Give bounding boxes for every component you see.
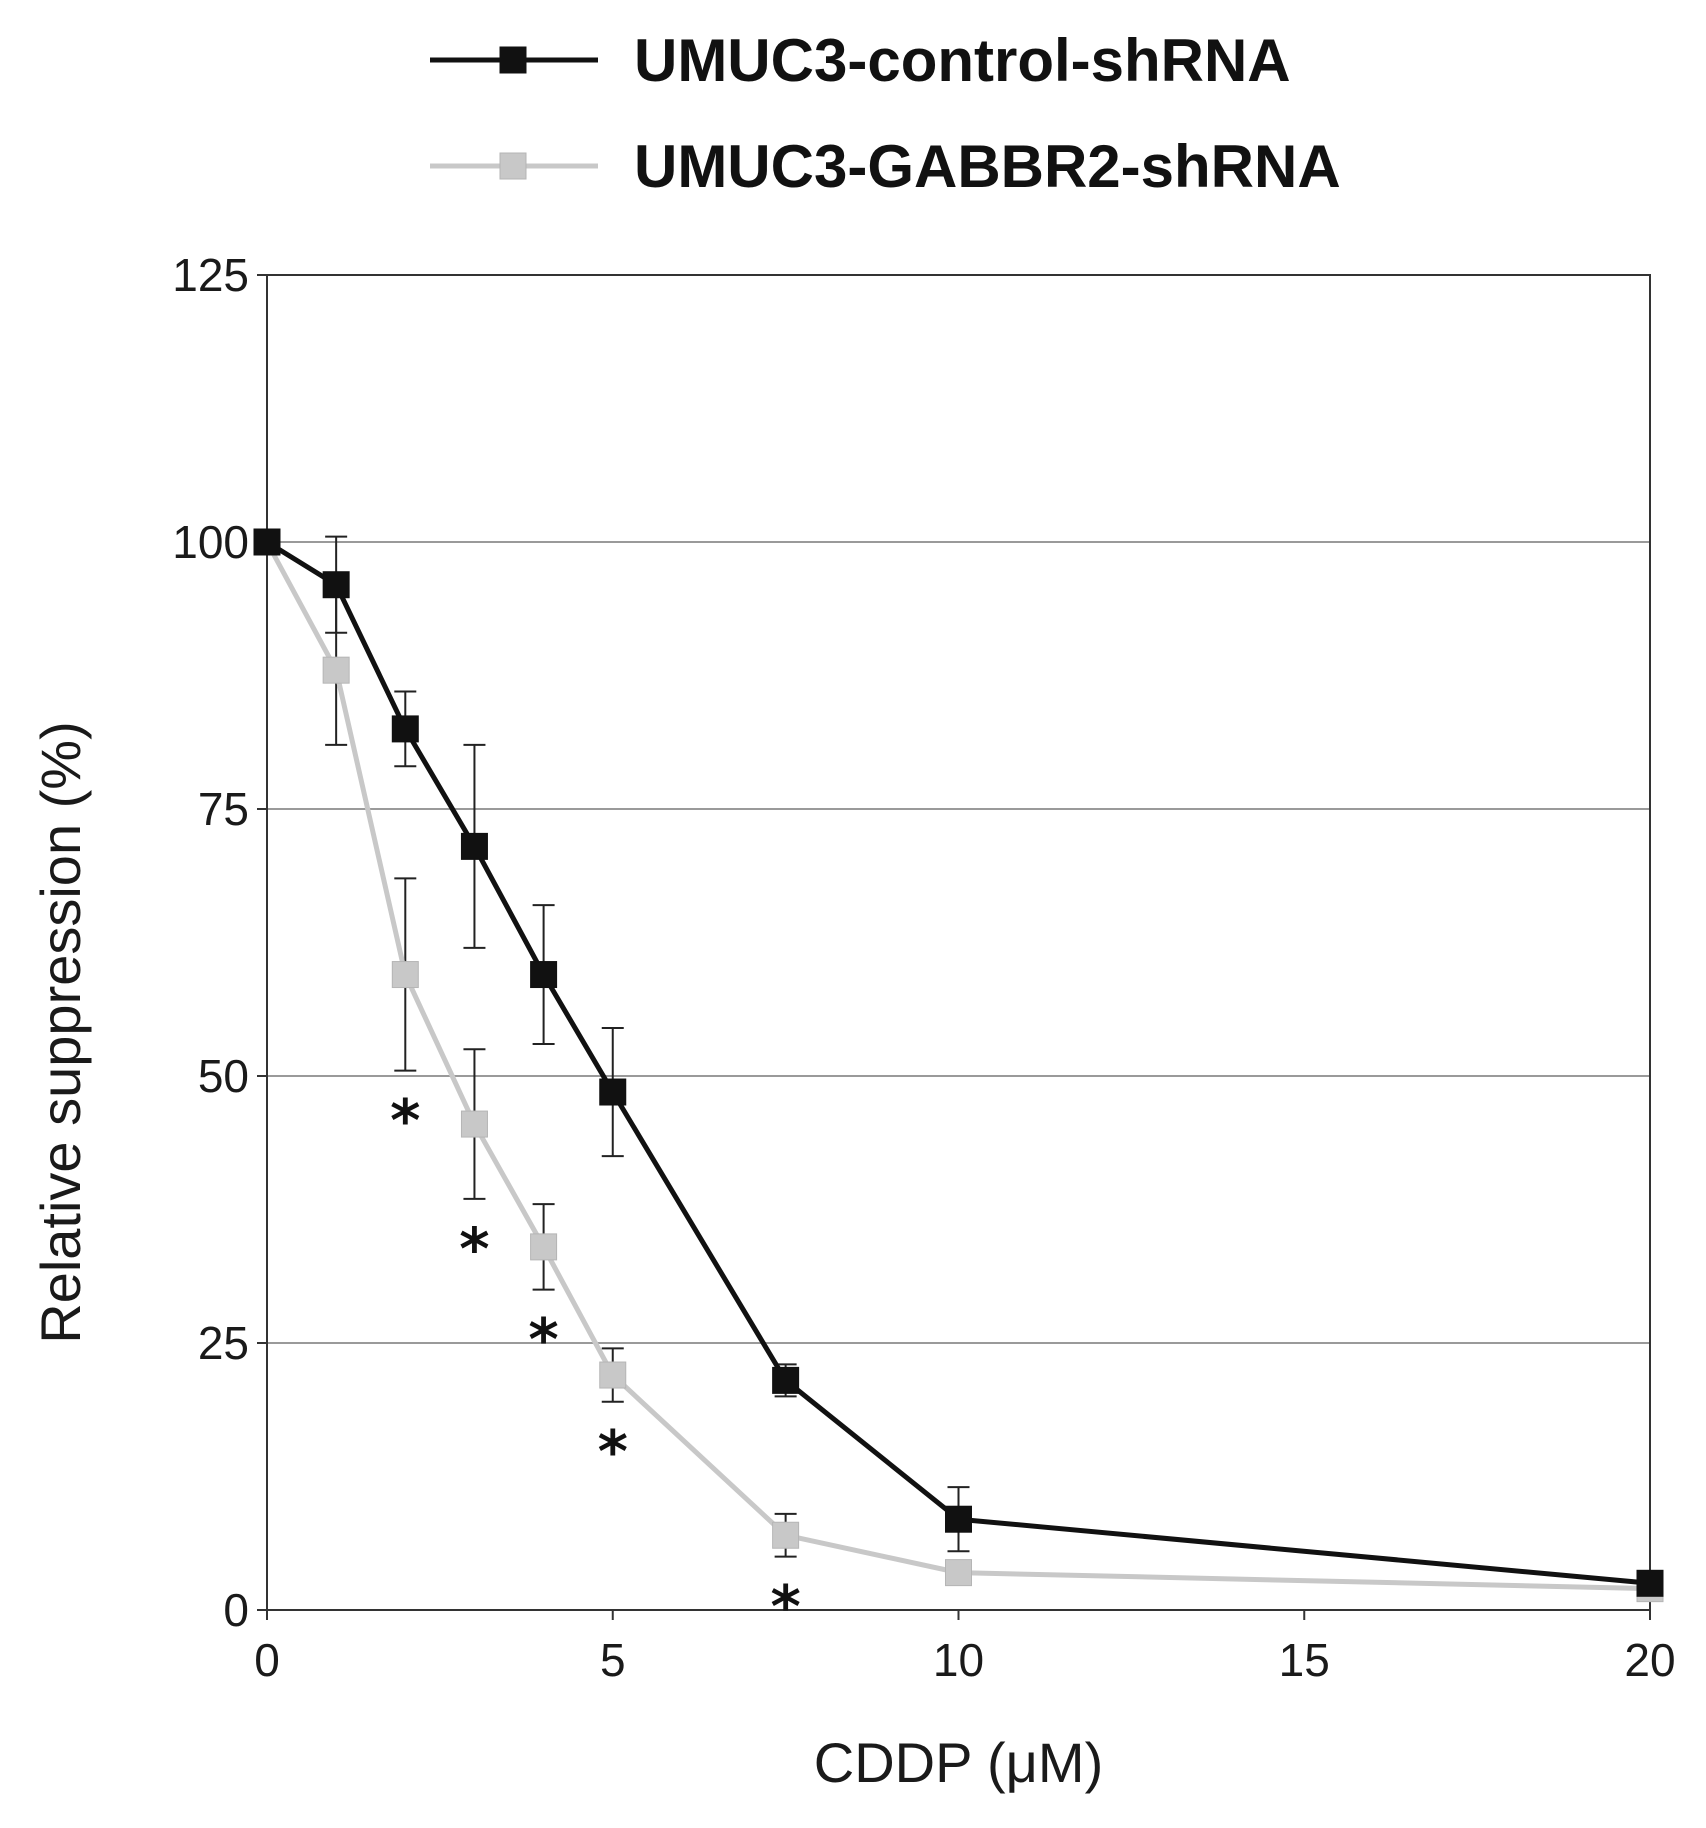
legend-swatch-marker <box>499 152 527 180</box>
series-1-point-3 <box>391 715 419 743</box>
series-1-point-1 <box>253 528 281 556</box>
series-2-point-6 <box>599 1361 627 1389</box>
y-axis: 0 25 50 75 100 125 <box>172 249 267 1636</box>
significance-marker-3: * <box>528 1306 558 1374</box>
annotations: * * * * * <box>390 1087 801 1641</box>
y-tick-label-0: 0 <box>223 1584 249 1636</box>
legend-item-2: UMUC3-GABBR2-shRNA <box>430 133 1341 200</box>
x-axis-title: CDDP (μM) <box>814 1731 1103 1794</box>
series-1-point-5 <box>530 961 558 989</box>
x-tick-label-10: 10 <box>933 1634 984 1686</box>
x-tick-label-15: 15 <box>1279 1634 1330 1686</box>
legend-label: UMUC3-control-shRNA <box>634 27 1291 94</box>
series-1-point-2 <box>322 571 350 599</box>
legend-swatch-marker <box>499 46 527 74</box>
y-tick-label-25: 25 <box>198 1317 249 1369</box>
legend: UMUC3-control-shRNA UMUC3-GABBR2-shRNA <box>430 27 1341 200</box>
significance-marker-1: * <box>390 1087 420 1155</box>
series-2-point-3 <box>391 961 419 989</box>
series-1-point-8 <box>945 1505 972 1533</box>
series-1 <box>253 528 1664 1597</box>
y-axis-title: Relative suppression (%) <box>29 721 92 1343</box>
significance-marker-5: * <box>770 1573 800 1641</box>
series-layer <box>253 528 1664 1603</box>
y-tick-label-50: 50 <box>198 1050 249 1102</box>
y-tick-label-125: 125 <box>172 249 249 301</box>
series-2-point-7 <box>772 1521 800 1549</box>
significance-marker-4: * <box>598 1418 628 1486</box>
x-tick-label-5: 5 <box>600 1634 626 1686</box>
legend-label: UMUC3-GABBR2-shRNA <box>634 133 1341 200</box>
y-tick-label-100: 100 <box>172 516 249 568</box>
x-tick-label-20: 20 <box>1624 1634 1675 1686</box>
series-1-point-7 <box>772 1366 800 1394</box>
series-2-point-8 <box>945 1559 972 1587</box>
x-axis: 0 5 10 15 20 <box>254 1610 1676 1686</box>
series-2-point-2 <box>322 656 350 684</box>
series-1-point-6 <box>599 1078 627 1106</box>
series-2 <box>253 528 1664 1603</box>
x-tick-label-0: 0 <box>254 1634 280 1686</box>
y-tick-label-75: 75 <box>198 783 249 835</box>
gridlines <box>267 541 1650 1344</box>
significance-marker-2: * <box>459 1215 489 1283</box>
legend-item-1: UMUC3-control-shRNA <box>430 27 1291 94</box>
series-2-point-4 <box>460 1110 488 1138</box>
series-1-point-4 <box>460 832 488 860</box>
series-1-point-9 <box>1636 1569 1664 1597</box>
series-2-point-5 <box>530 1233 558 1261</box>
